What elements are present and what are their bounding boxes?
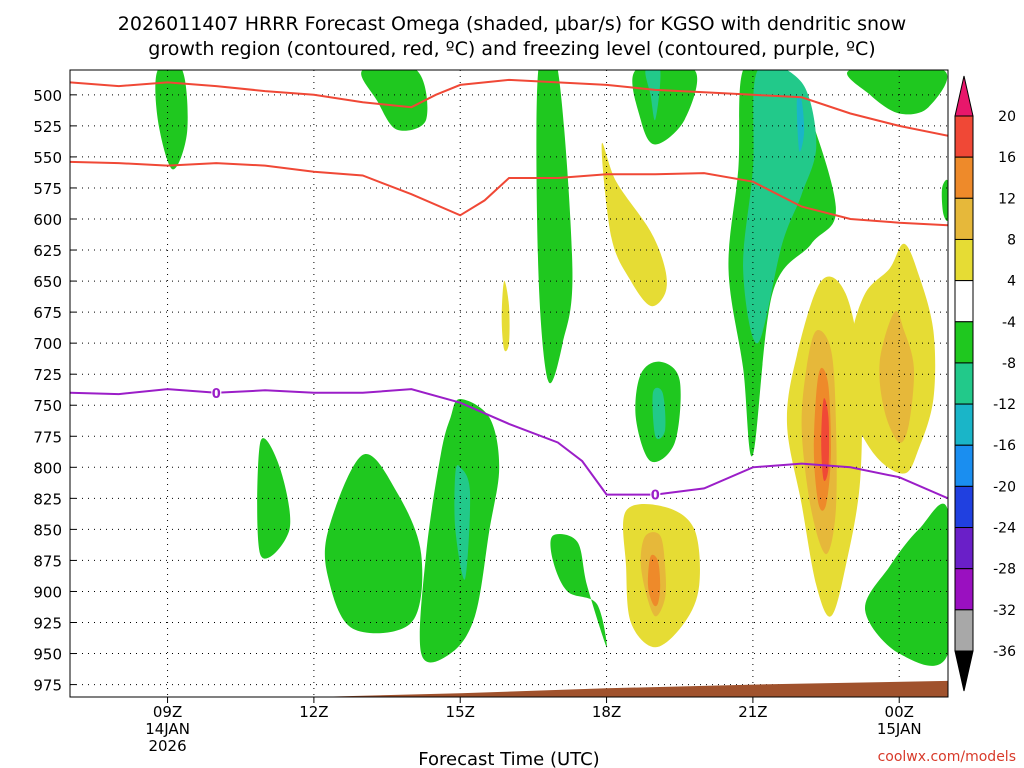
x-tick-label-1-0: 12Z: [299, 703, 328, 721]
colorbar-segment-0: [954, 115, 974, 158]
colorbar-label-10: -24: [993, 521, 1016, 537]
colorbar-segment-4: [954, 280, 974, 323]
y-tick-label-14: 850: [33, 521, 62, 539]
colorbar: 20 16 12 8 4 -4 -8 -12 -16 -20 -24 -28 -32 -36: [954, 75, 1016, 692]
y-tick-label-8: 700: [33, 335, 62, 353]
colorbar-label-11: -28: [993, 562, 1016, 578]
colorbar-label-13: -36: [993, 644, 1016, 660]
colorbar-segment-5: [954, 321, 974, 364]
title-line-1: 2026011407 HRRR Forecast Omega (shaded, …: [118, 13, 906, 35]
omega-area-28: [821, 398, 830, 482]
y-tick-label-19: 975: [33, 677, 62, 695]
omega-area-7: [257, 438, 291, 559]
y-tick-label-3: 575: [33, 180, 62, 198]
omega-area-0: [155, 70, 188, 170]
y-tick-label-9: 725: [33, 366, 62, 384]
omega-area-13: [743, 70, 817, 344]
contours: 00: [70, 78, 948, 504]
colorbar-label-7: -12: [993, 397, 1016, 413]
colorbar-label-5: -4: [1002, 315, 1016, 331]
omega-area-15: [454, 465, 471, 580]
omega-area-2: [536, 70, 573, 384]
dgz-lower-contour: [70, 160, 948, 227]
title-line-2: growth region (contoured, red, ºC) and f…: [148, 38, 875, 60]
colorbar-label-12: -32: [993, 603, 1016, 619]
y-tick-label-17: 925: [33, 615, 62, 633]
y-tick-label-16: 900: [33, 583, 62, 601]
terrain-fill: [70, 680, 948, 697]
x-tick-label-5-1: 15JAN: [877, 720, 922, 738]
y-tick-label-2: 550: [33, 149, 62, 167]
y-tick-label-13: 825: [33, 490, 62, 508]
omega-area-26: [647, 554, 661, 607]
y-tick-label-0: 500: [33, 87, 62, 105]
colorbar-segment-9: [954, 485, 974, 529]
colorbar-segment-2: [954, 197, 974, 240]
terrain-ground: [70, 680, 948, 697]
colorbar-segment-12: [954, 609, 974, 652]
gridlines: [70, 70, 948, 697]
dgz-upper-contour: [70, 78, 948, 137]
x-tick-label-4-0: 21Z: [738, 703, 767, 721]
colorbar-segment-8: [954, 444, 974, 487]
colorbar-label-1: 16: [998, 150, 1016, 166]
y-tick-label-15: 875: [33, 552, 62, 570]
y-tick-label-7: 675: [33, 304, 62, 322]
colorbar-label-9: -20: [993, 479, 1016, 495]
colorbar-label-0: 20: [998, 109, 1016, 125]
x-tick-label-0-0: 09Z: [153, 703, 182, 721]
plot-frame: [69, 69, 949, 698]
omega-area-1: [361, 70, 428, 131]
colorbar-segment-11: [954, 568, 974, 611]
freezing-level-contour: [70, 388, 948, 500]
colorbar-label-6: -8: [1002, 356, 1016, 372]
colorbar-label-3: 8: [1007, 232, 1016, 248]
freezing-label-bg-0: [211, 385, 222, 400]
omega-area-8: [324, 453, 423, 634]
y-tick-label-12: 800: [33, 459, 62, 477]
omega-shading: [155, 70, 948, 666]
omega-area-16: [652, 387, 666, 440]
colorbar-segment-1: [954, 156, 974, 199]
colorbar-segment-6: [954, 362, 974, 405]
omega-area-18: [601, 142, 667, 307]
colorbar-segment-10: [954, 527, 974, 570]
omega-area-19: [501, 280, 510, 352]
omega-area-17: [796, 95, 805, 152]
colorbar-label-8: -16: [993, 438, 1016, 454]
x-tick-label-0-2: 2026: [148, 737, 186, 755]
colorbar-label-2: 12: [998, 191, 1016, 207]
colorbar-top-arrow: [954, 75, 974, 117]
y-axis: 500 525 550 575 600 625 650 675 700 725 750 775 800 8…: [33, 87, 76, 695]
credit-text: coolwx.com/models: [878, 749, 1016, 765]
x-tick-label-2-0: 15Z: [446, 703, 475, 721]
omega-area-5: [847, 70, 948, 115]
y-tick-label-4: 600: [33, 211, 62, 229]
y-tick-label-10: 750: [33, 397, 62, 415]
colorbar-label-4: 4: [1007, 274, 1016, 290]
colorbar-segment-3: [954, 238, 974, 282]
x-tick-label-5-0: 00Z: [885, 703, 914, 721]
omega-area-25: [879, 311, 915, 443]
colorbar-segment-7: [954, 403, 974, 446]
omega-area-10: [550, 533, 607, 648]
y-tick-label-18: 950: [33, 646, 62, 664]
x-tick-label-0-1: 14JAN: [145, 720, 190, 738]
colorbar-bottom-arrow: [954, 650, 974, 692]
omega-area-12: [865, 503, 948, 666]
y-tick-label-5: 625: [33, 242, 62, 260]
y-tick-label-1: 525: [33, 118, 62, 136]
freezing-level-label-0: 0: [212, 387, 221, 402]
y-tick-label-6: 650: [33, 273, 62, 291]
freezing-label-bg-1: [650, 487, 661, 502]
freezing-level-label-1: 0: [651, 489, 660, 504]
x-tick-label-3-0: 18Z: [592, 703, 621, 721]
x-axis-label: Forecast Time (UTC): [418, 749, 599, 768]
y-tick-label-11: 775: [33, 428, 62, 446]
omega-area-6: [941, 179, 948, 221]
